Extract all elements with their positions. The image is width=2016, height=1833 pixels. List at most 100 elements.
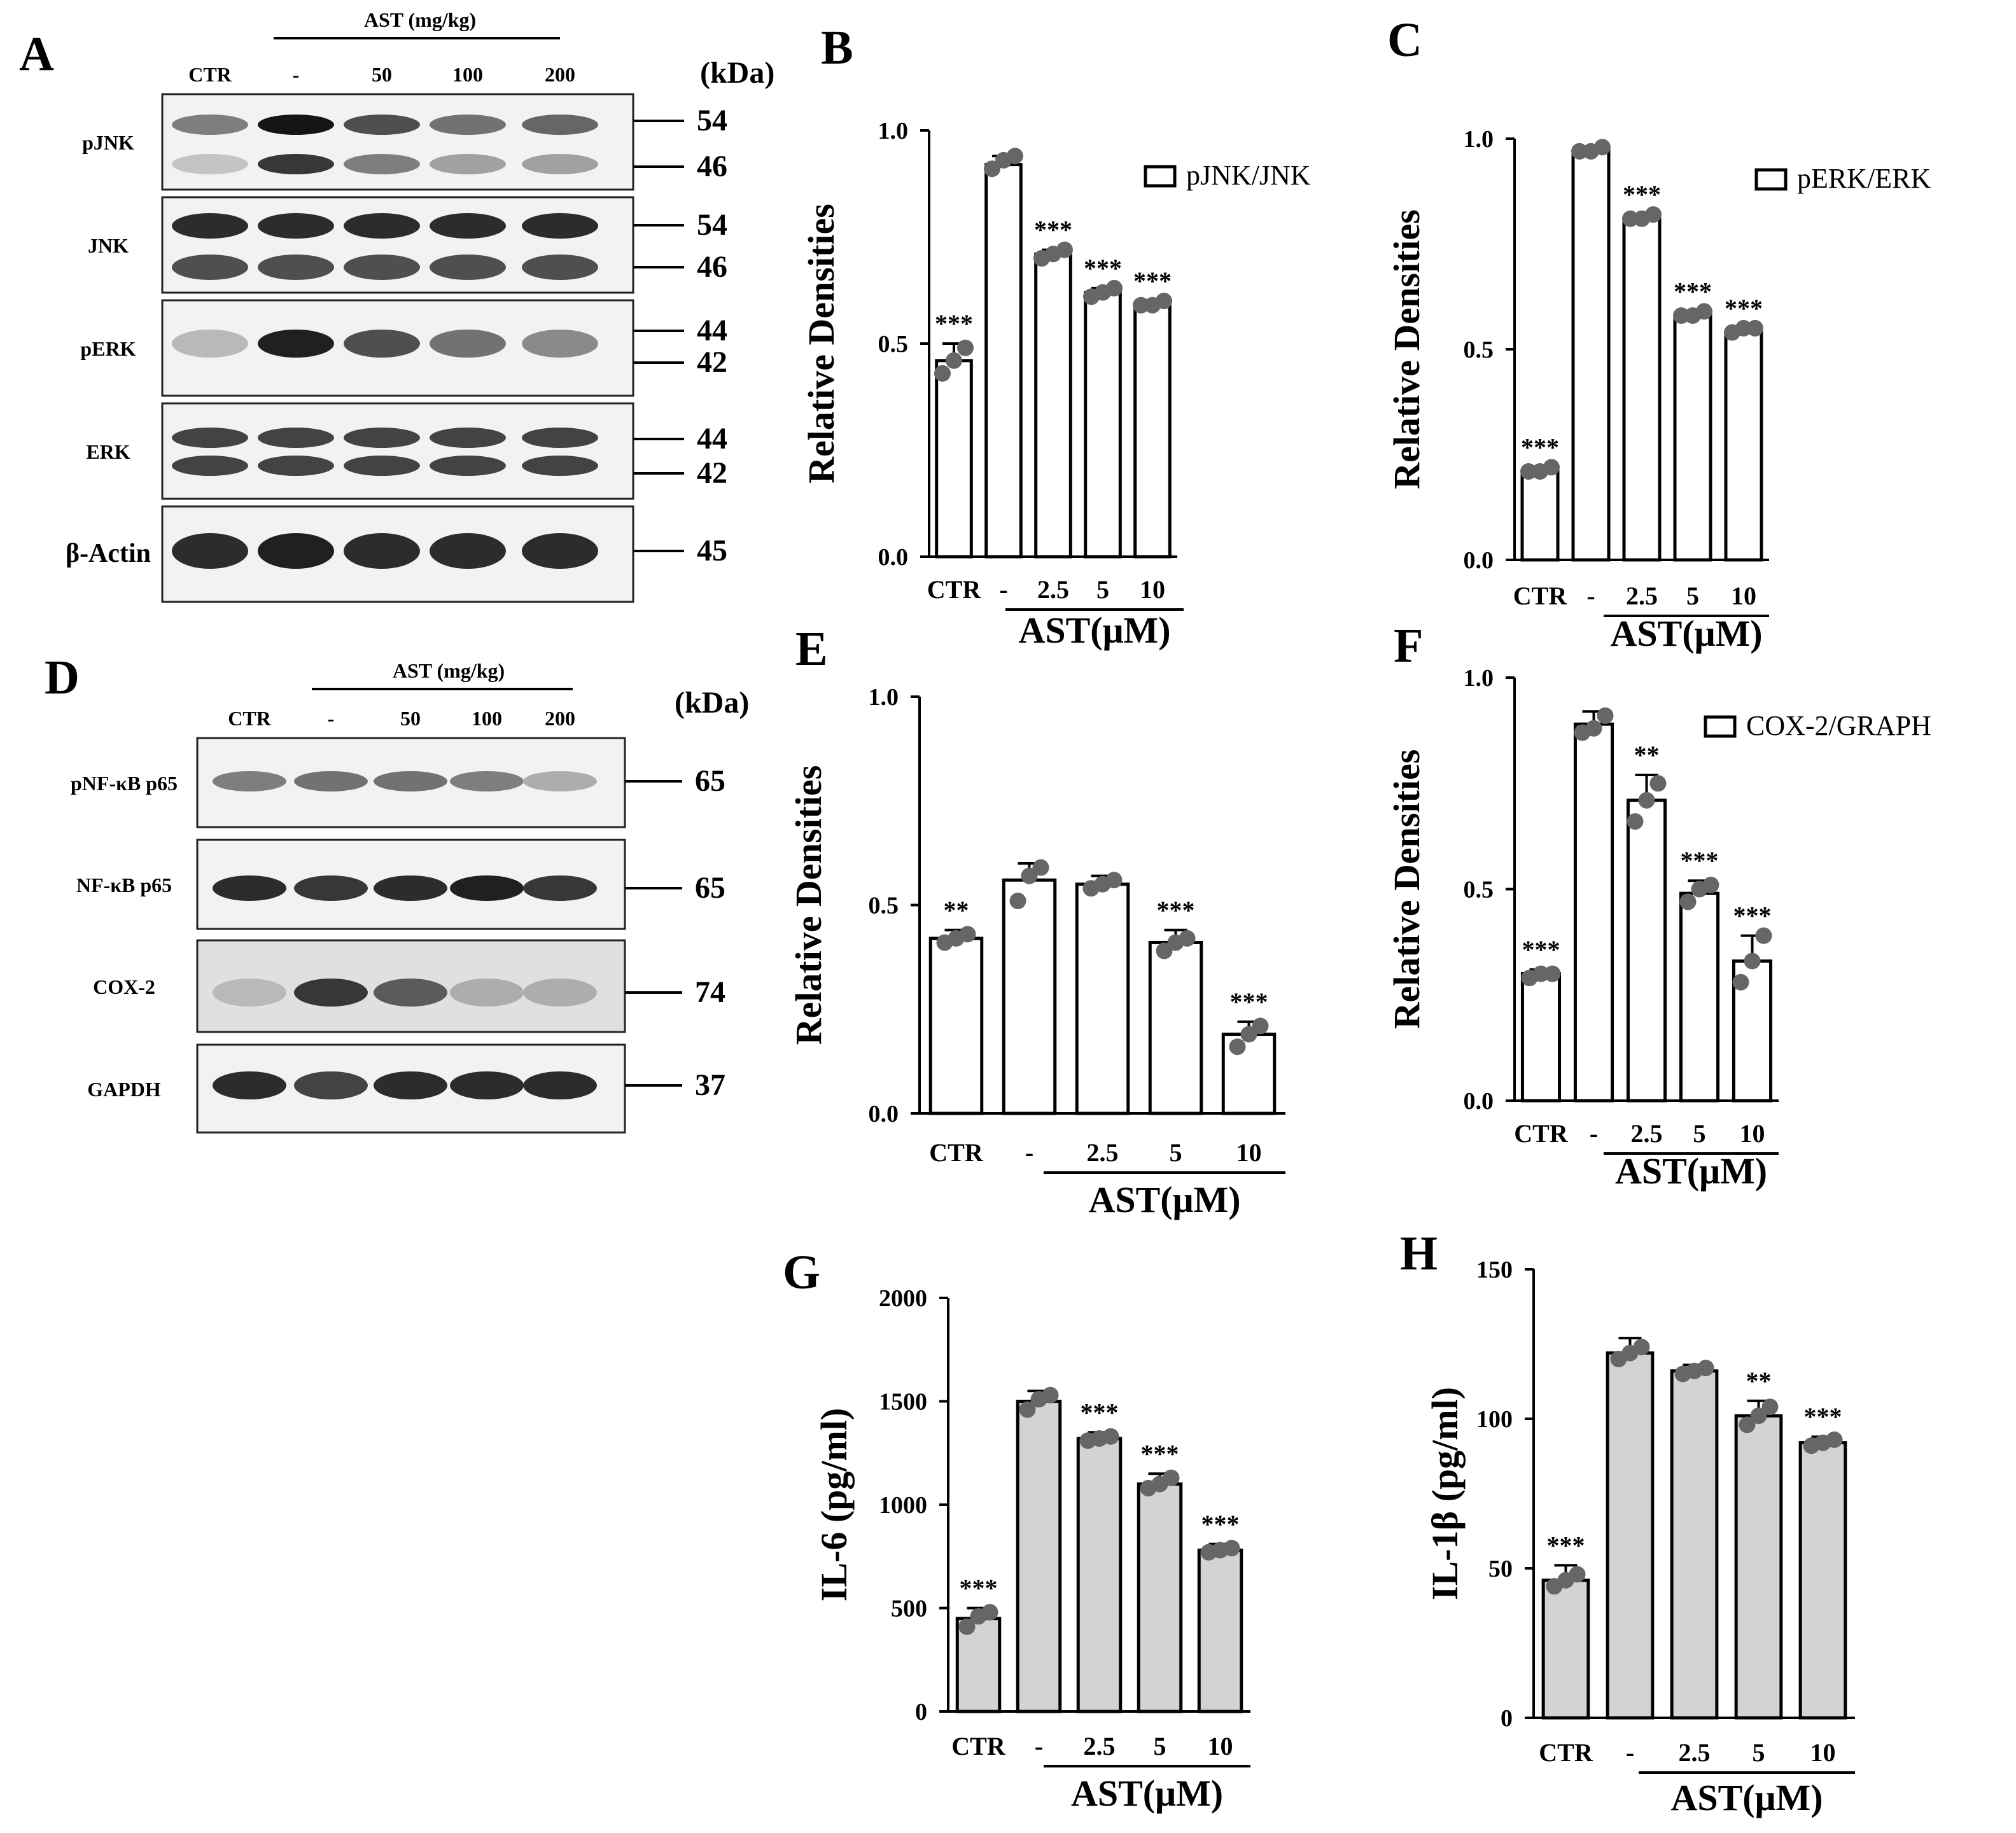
- x-tick-label: CTR: [1539, 1738, 1593, 1767]
- y-axis-label: Relative Densities: [801, 204, 842, 484]
- y-axis-label: IL-6 (pg/ml): [813, 1408, 855, 1602]
- chart-e: E 0.0 0.5 1.0 Relative Densities ** CTR - 2.5 ***…: [788, 622, 1285, 1220]
- blot-band: [522, 213, 598, 239]
- blot-band: [522, 115, 598, 135]
- significance-label: ***: [1133, 267, 1172, 295]
- data-point: [1105, 872, 1123, 889]
- blot-band: [522, 428, 598, 448]
- x-group-label: AST(μM): [1071, 1773, 1223, 1814]
- blot-lane-label: CTR: [188, 63, 232, 86]
- blot-band: [344, 154, 420, 174]
- y-tick-label: 2000: [879, 1285, 927, 1312]
- significance-label: ***: [960, 1574, 998, 1603]
- blot-band: [430, 213, 506, 239]
- bar: [1148, 940, 1203, 1115]
- significance-label: **: [944, 896, 969, 924]
- data-point: [1520, 463, 1537, 480]
- blot-band: [172, 428, 248, 448]
- legend-swatch: [1754, 168, 1788, 191]
- blot-band: [258, 154, 334, 174]
- kda-header: (kDa): [675, 686, 749, 720]
- blot-band: [523, 771, 597, 791]
- x-tick-label: 2.5: [1084, 1732, 1116, 1760]
- bar: [1075, 882, 1130, 1115]
- y-tick-label: 100: [1476, 1406, 1513, 1433]
- kda-value: 46: [697, 150, 727, 183]
- y-tick-label: 500: [891, 1596, 927, 1622]
- data-point: [1102, 1428, 1119, 1445]
- data-point: [1544, 965, 1561, 982]
- x-tick-label: 5: [1693, 1119, 1706, 1148]
- blot-band: [294, 1071, 368, 1099]
- significance-label: ***: [1547, 1531, 1585, 1559]
- blot-membrane: [161, 402, 634, 500]
- data-point: [1747, 319, 1763, 337]
- kda-header: (kDa): [700, 56, 774, 90]
- panel-letter: B: [821, 21, 853, 74]
- y-tick-label: 50: [1488, 1556, 1513, 1582]
- data-point: [1007, 148, 1023, 165]
- legend-swatch: [1144, 165, 1177, 188]
- blot-band: [294, 979, 368, 1007]
- blot-band: [523, 979, 597, 1007]
- blot-band: [522, 254, 598, 280]
- blot-band: [172, 213, 248, 239]
- x-group-label: AST(μM): [1018, 610, 1170, 651]
- blot-group-label: AST (mg/kg): [393, 659, 505, 682]
- data-point: [1032, 859, 1049, 876]
- significance-label: ***: [1141, 1439, 1179, 1468]
- legend-label: pJNK/JNK: [1186, 160, 1311, 191]
- blot-band: [344, 533, 420, 569]
- bar: [1520, 972, 1562, 1103]
- data-point: [1179, 930, 1196, 947]
- x-tick-label: -: [1590, 1119, 1598, 1148]
- data-point: [1679, 893, 1697, 910]
- x-tick-label: 5: [1154, 1732, 1166, 1760]
- data-point: [1042, 1386, 1059, 1404]
- y-tick-label: 0.0: [869, 1101, 899, 1127]
- kda-value: 42: [697, 345, 727, 379]
- blot-band: [344, 213, 420, 239]
- x-tick-label: 5: [1686, 582, 1699, 610]
- data-point: [1638, 791, 1655, 809]
- blot-band: [523, 875, 597, 901]
- data-point: [1755, 927, 1772, 944]
- blot-row-label: GAPDH: [87, 1078, 161, 1101]
- bar: [1724, 331, 1763, 562]
- y-tick-label: 0.5: [869, 893, 899, 919]
- x-tick-label: -: [1626, 1738, 1634, 1767]
- blot-row-label: JNK: [88, 234, 129, 257]
- data-point: [958, 1618, 976, 1635]
- significance-label: ***: [1522, 935, 1560, 964]
- y-tick-label: 1.0: [1464, 665, 1494, 692]
- data-point: [1021, 867, 1038, 884]
- data-point: [1633, 1339, 1650, 1356]
- bar: [1520, 470, 1560, 562]
- blot-band: [294, 771, 368, 791]
- chart-b: B 0.0 0.5 1.0 Relative Densities *** CTR - *** 2.…: [801, 21, 1311, 651]
- x-tick-label: 2.5: [1037, 575, 1069, 604]
- x-tick-label: CTR: [927, 575, 982, 604]
- panel-letter: F: [1394, 619, 1423, 673]
- x-tick-label: 2.5: [1679, 1738, 1711, 1767]
- data-point: [1696, 303, 1712, 320]
- blot-lane-label: CTR: [228, 707, 271, 730]
- significance-label: ***: [1725, 294, 1763, 323]
- x-tick-label: 5: [1096, 575, 1109, 604]
- y-tick-label: 0.5: [1464, 877, 1494, 903]
- x-group-label: AST(μM): [1615, 1150, 1767, 1192]
- significance-label: ***: [1804, 1402, 1842, 1431]
- x-tick-label: 10: [1236, 1138, 1262, 1167]
- data-point: [946, 352, 962, 369]
- blot-row-label: pJNK: [82, 131, 134, 154]
- bar: [1573, 722, 1614, 1103]
- blot-row-label: β-Actin: [66, 539, 151, 568]
- blot-band: [172, 533, 248, 569]
- bar: [1541, 1579, 1590, 1720]
- blot-panel-a: A AST (mg/kg) CTR - 50 100 200 (kDa) pJNK 54 46 JNK…: [19, 8, 774, 603]
- panel-letter: C: [1387, 13, 1422, 67]
- data-point: [1156, 293, 1172, 309]
- data-point: [957, 339, 974, 356]
- blot-band: [213, 1071, 286, 1099]
- blot-band: [522, 154, 598, 174]
